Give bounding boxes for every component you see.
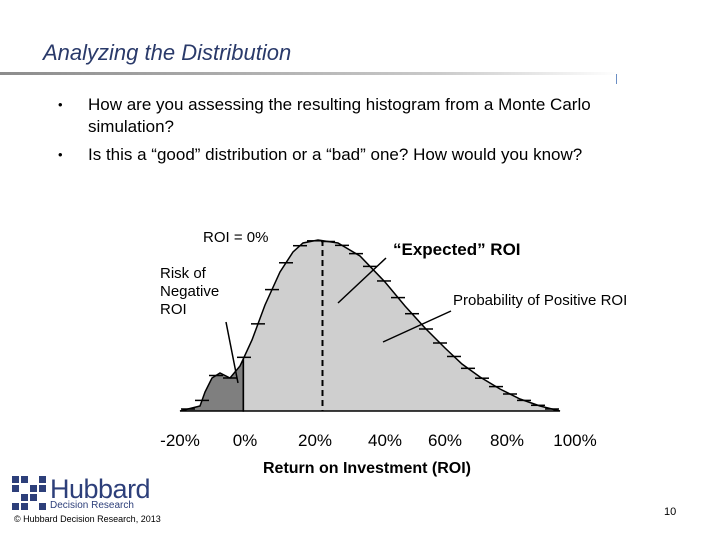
x-tick-labels: -20% 0% 20% 40% 60% 80% 100%: [160, 431, 597, 450]
risk-pointer: [225, 321, 239, 384]
bullet-list: • How are you assessing the resulting hi…: [58, 94, 658, 172]
x-tick-label: 80%: [490, 431, 524, 450]
x-tick-label: 0%: [233, 431, 258, 450]
logo-name: Hubbard: [50, 474, 151, 504]
slide-title: Analyzing the Distribution: [43, 40, 292, 65]
roi-zero-label: ROI = 0%: [203, 229, 269, 246]
x-axis-label: Return on Investment (ROI): [263, 460, 471, 477]
page-number: 10: [664, 506, 677, 518]
expected-roi-label: “Expected” ROI: [393, 240, 521, 259]
bullet-text: Is this a “good” distribution or a “bad”…: [88, 145, 583, 164]
negative-roi-area: [179, 358, 245, 412]
hubbard-logo-icon: [12, 476, 46, 510]
bullet-item: • Is this a “good” distribution or a “ba…: [58, 144, 658, 166]
histogram-steps: [181, 240, 559, 410]
x-tick-label: 20%: [298, 431, 332, 450]
logo-subtitle: Decision Research: [50, 500, 134, 511]
positive-roi-area: [242, 239, 561, 412]
x-tick-label: -20%: [160, 431, 200, 450]
expected-pointer: [337, 257, 387, 304]
bullet-text: How are you assessing the resulting hist…: [88, 95, 591, 136]
copyright-text: © Hubbard Decision Research, 2013: [14, 514, 161, 524]
positive-pointer: [382, 310, 452, 343]
title-underline-tick: [616, 74, 617, 84]
x-tick-label: 40%: [368, 431, 402, 450]
title-underline: [0, 72, 620, 75]
bullet-item: • How are you assessing the resulting hi…: [58, 94, 658, 138]
bullet-glyph: •: [58, 147, 63, 162]
bullet-glyph: •: [58, 97, 63, 112]
x-tick-label: 60%: [428, 431, 462, 450]
risk-negative-roi-label: Risk of Negative ROI: [160, 265, 220, 318]
x-tick-label: 100%: [553, 431, 596, 450]
positive-roi-probability-label: Probability of Positive ROI: [453, 292, 628, 309]
